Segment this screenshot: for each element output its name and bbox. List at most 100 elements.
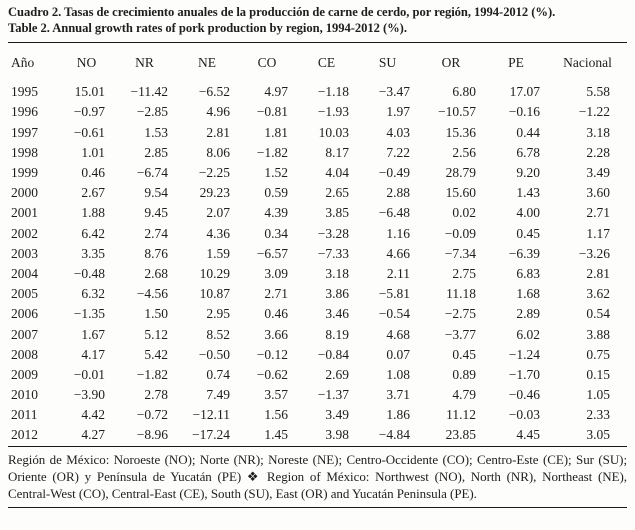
value-cell: 3.35: [81, 245, 105, 261]
value-cell: 0.07: [386, 346, 410, 362]
value-cell: −10.57: [438, 104, 476, 120]
table-row: 2005 6.32 −4.56 10.87 2.71 3.86 −5.81 11.18 1.68…: [8, 284, 627, 304]
table-row: 2011 4.42 −0.72 −12.11 1.56 3.49 1.86 11.12 −0.0…: [8, 405, 627, 425]
year-cell: 2012: [11, 427, 38, 443]
value-cell: −0.09: [444, 225, 476, 241]
value-cell: 1.59: [206, 245, 230, 261]
value-cell: −8.96: [136, 427, 168, 443]
value-cell: −3.26: [578, 245, 610, 261]
value-cell: 9.54: [144, 185, 168, 201]
value-cell: −2.75: [444, 306, 476, 322]
year-cell: 1996: [11, 104, 38, 120]
value-cell: 1.17: [586, 225, 610, 241]
value-cell: 4.66: [386, 245, 410, 261]
value-cell: −1.24: [508, 346, 540, 362]
value-cell: 6.78: [516, 144, 540, 160]
value-cell: −3.28: [317, 225, 349, 241]
value-cell: 10.03: [318, 124, 349, 140]
value-cell: 2.11: [386, 265, 410, 281]
value-cell: −7.33: [317, 245, 349, 261]
value-cell: 7.49: [206, 387, 230, 403]
value-cell: −3.90: [73, 387, 105, 403]
year-cell: 2001: [11, 205, 38, 221]
value-cell: 3.05: [586, 427, 610, 443]
value-cell: 4.42: [81, 407, 105, 423]
year-cell: 2004: [11, 265, 38, 281]
value-cell: −6.74: [136, 165, 168, 181]
value-cell: −0.84: [317, 346, 349, 362]
value-cell: −0.03: [508, 407, 540, 423]
value-cell: 3.46: [325, 306, 349, 322]
value-cell: 1.16: [386, 225, 410, 241]
value-cell: −0.81: [256, 104, 288, 120]
table-row: 2008 4.17 5.42 −0.50 −0.12 −0.84 0.07 0.45 −1.24…: [8, 345, 627, 365]
table-row: 2006 −1.35 1.50 2.95 0.46 3.46 −0.54 −2.75 2.89 0…: [8, 304, 627, 324]
value-cell: 2.74: [144, 225, 168, 241]
value-cell: 3.49: [586, 165, 610, 181]
value-cell: 1.43: [516, 185, 540, 201]
value-cell: −6.39: [508, 245, 540, 261]
value-cell: 8.19: [325, 326, 349, 342]
value-cell: −3.47: [378, 84, 410, 100]
value-cell: 4.39: [264, 205, 288, 221]
value-cell: 3.18: [586, 124, 610, 140]
value-cell: 8.17: [325, 144, 349, 160]
value-cell: 3.49: [325, 407, 349, 423]
value-cell: −6.48: [378, 205, 410, 221]
table-row: 1996 −0.97 −2.85 4.96 −0.81 −1.93 1.97 −10.57 −0…: [8, 102, 627, 122]
value-cell: 3.60: [586, 185, 610, 201]
value-cell: 2.81: [206, 124, 230, 140]
year-cell: 1995: [11, 84, 38, 100]
value-cell: −0.01: [73, 366, 105, 382]
value-cell: −0.49: [378, 165, 410, 181]
value-cell: 0.54: [586, 306, 610, 322]
value-cell: 1.08: [386, 366, 410, 382]
year-cell: 2007: [11, 326, 38, 342]
table-row: 2001 1.88 9.45 2.07 4.39 3.85 −6.48 0.02 4.00 2.7…: [8, 203, 627, 223]
value-cell: 2.65: [325, 185, 349, 201]
divider-below-data: [8, 445, 627, 447]
col-header-pe: PE: [508, 54, 524, 70]
value-cell: −0.46: [508, 387, 540, 403]
value-cell: 11.12: [446, 407, 476, 423]
col-header-or: OR: [441, 54, 461, 70]
value-cell: 17.07: [509, 84, 540, 100]
value-cell: −0.16: [508, 104, 540, 120]
value-cell: 4.68: [386, 326, 410, 342]
value-cell: −1.93: [317, 104, 349, 120]
value-cell: 15.01: [74, 84, 105, 100]
value-cell: 1.45: [264, 427, 288, 443]
value-cell: 1.68: [516, 286, 540, 302]
value-cell: 8.76: [144, 245, 168, 261]
value-cell: 8.06: [206, 144, 230, 160]
value-cell: −1.70: [508, 366, 540, 382]
value-cell: 2.81: [586, 265, 610, 281]
value-cell: 1.88: [81, 205, 105, 221]
value-cell: 6.32: [81, 286, 105, 302]
value-cell: 11.18: [446, 286, 476, 302]
value-cell: 3.71: [386, 387, 410, 403]
table-row: 2007 1.67 5.12 8.52 3.66 8.19 4.68 −3.77 6.02 3.8…: [8, 324, 627, 344]
col-header-year: Año: [11, 54, 35, 70]
value-cell: −7.34: [444, 245, 476, 261]
year-cell: 2003: [11, 245, 38, 261]
value-cell: −0.48: [73, 265, 105, 281]
divider-bottom: [8, 506, 627, 508]
value-cell: −1.37: [317, 387, 349, 403]
value-cell: 9.20: [516, 165, 540, 181]
value-cell: 6.80: [452, 84, 476, 100]
value-cell: 4.79: [452, 387, 476, 403]
value-cell: 15.36: [445, 124, 476, 140]
value-cell: 2.88: [386, 185, 410, 201]
value-cell: 2.95: [206, 306, 230, 322]
value-cell: −5.81: [378, 286, 410, 302]
value-cell: 0.15: [586, 366, 610, 382]
value-cell: 8.52: [206, 326, 230, 342]
table-row: 2012 4.27 −8.96 −17.24 1.45 3.98 −4.84 23.85 4.4…: [8, 425, 627, 445]
value-cell: 0.75: [586, 346, 610, 362]
value-cell: 1.52: [264, 165, 288, 181]
table-body: 1995 15.01 −11.42 −6.52 4.97 −1.18 −3.47 6.80 17…: [8, 82, 627, 445]
value-cell: −1.82: [256, 144, 288, 160]
value-cell: −0.50: [198, 346, 230, 362]
